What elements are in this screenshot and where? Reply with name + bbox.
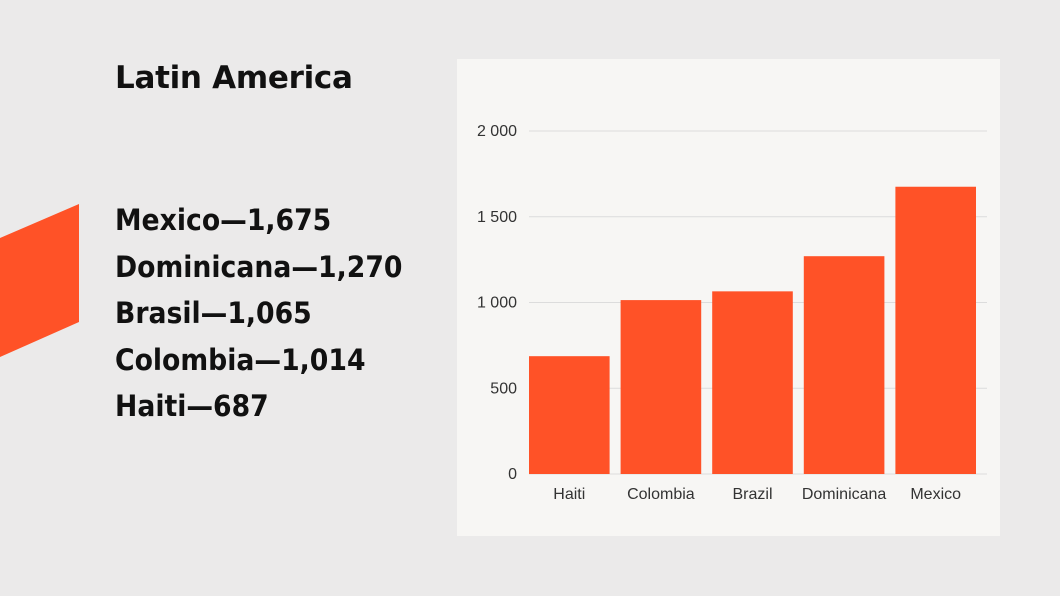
stat-item-brasil: Brasil—1,065 [115, 296, 312, 330]
y-tick-label: 2 000 [477, 123, 517, 140]
y-tick-label: 500 [490, 380, 517, 397]
x-tick-label: Dominicana [802, 486, 887, 503]
bar-dominicana [803, 256, 885, 474]
x-tick-label: Brazil [732, 486, 772, 503]
x-tick-label: Colombia [627, 486, 695, 503]
x-tick-label: Mexico [910, 486, 961, 503]
stat-item-colombia: Colombia—1,014 [115, 342, 366, 377]
country-stats-list: Mexico—1,675 Dominicana—1,270 Brasil—1,0… [115, 197, 427, 430]
bar-mexico [895, 186, 976, 475]
y-tick-label: 1 500 [477, 209, 517, 226]
decorative-parallelogram [0, 204, 79, 357]
chart-panel: 0 500 1 000 1 500 2 000 Haiti Colombia Brazil Do… [457, 59, 1000, 536]
stat-item-mexico: Mexico—1,675 [115, 203, 332, 237]
bar-haiti [529, 356, 610, 474]
stat-item-haiti: Haiti—687 [115, 389, 269, 423]
y-tick-label: 1 000 [477, 295, 517, 312]
bar-brazil [712, 291, 793, 474]
stat-item-dominicana: Dominicana—1,270 [115, 249, 403, 284]
bar-chart: 0 500 1 000 1 500 2 000 Haiti Colombia Brazil Do… [477, 123, 987, 503]
slide-title: Latin America [115, 60, 353, 96]
x-tick-label: Haiti [553, 486, 585, 503]
bar-colombia [620, 300, 702, 474]
y-tick-label: 0 [508, 466, 517, 483]
